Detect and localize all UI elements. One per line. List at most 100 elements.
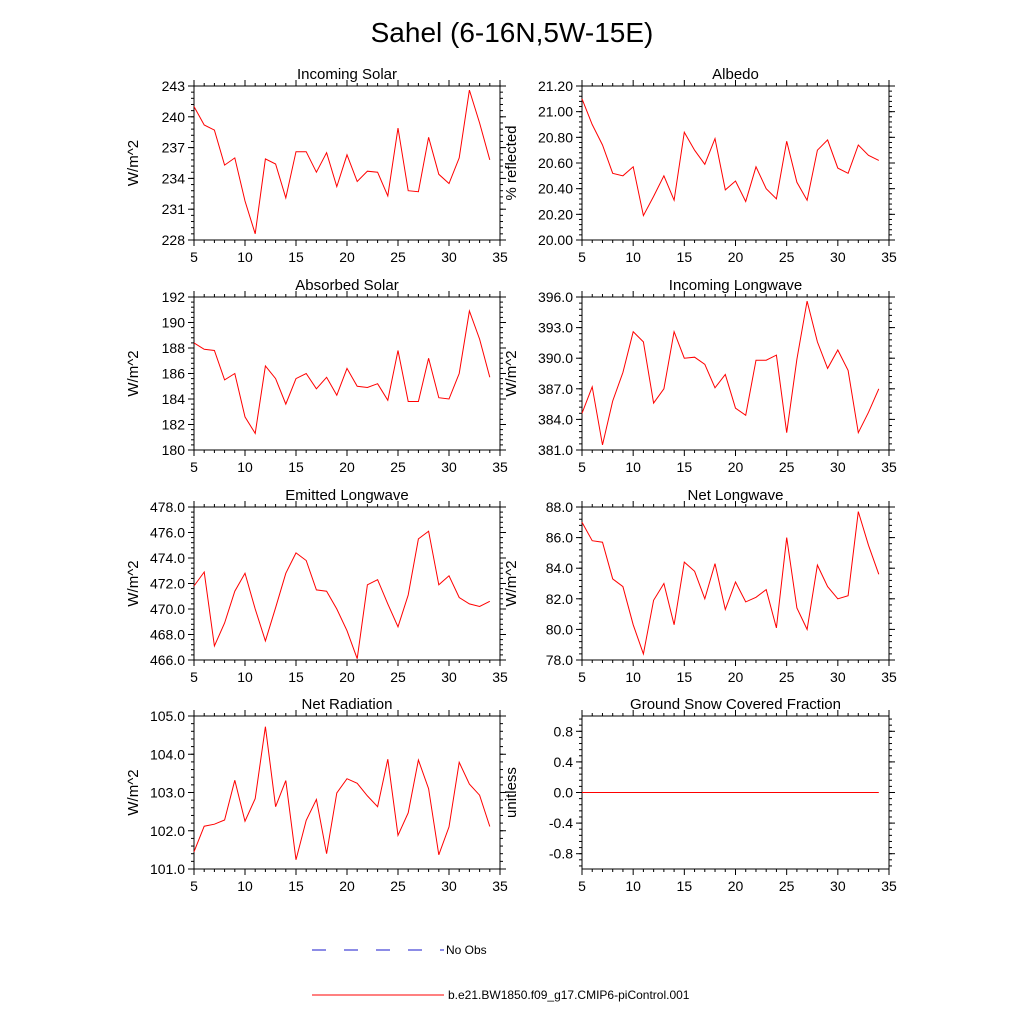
y-axis-label: % reflected	[503, 125, 520, 200]
plot-frame	[193, 296, 501, 451]
y-tick-label: 21.00	[538, 104, 573, 120]
y-axis-label: W/m^2	[503, 350, 520, 396]
y-axis-label: W/m^2	[125, 350, 142, 396]
x-tick-label: 35	[881, 249, 897, 265]
y-tick-label: 237	[162, 140, 186, 156]
y-tick-label: 228	[162, 232, 186, 248]
plot-frame	[193, 506, 501, 661]
panel-8: Ground Snow Covered Fraction 5 10 15 20 25 30 3…	[503, 696, 897, 894]
y-tick-label: 21.20	[538, 78, 573, 94]
x-tick-label: 5	[190, 249, 198, 265]
y-tick-label: 101.0	[150, 861, 185, 877]
x-tick-label: 25	[779, 459, 795, 475]
panel-title: Incoming Longwave	[669, 277, 802, 294]
legend-obs-label: No Obs	[446, 943, 487, 957]
x-tick-label: 10	[237, 878, 253, 894]
x-tick-label: 35	[492, 459, 508, 475]
panel-title: Emitted Longwave	[285, 487, 408, 504]
x-tick-label: 10	[625, 669, 641, 685]
y-tick-label: 231	[162, 201, 186, 217]
x-tick-label: 15	[677, 249, 693, 265]
panel-6: Net Longwave 5 10 15 20 25 30 35 78.0 80.0 82.0 84.…	[503, 487, 897, 685]
x-tick-label: 30	[441, 669, 457, 685]
panel-title: Absorbed Solar	[295, 277, 398, 294]
x-tick-label: 20	[728, 459, 744, 475]
x-tick-label: 25	[390, 249, 406, 265]
y-tick-label: 381.0	[538, 442, 573, 458]
series-line	[581, 300, 880, 446]
y-tick-label: 20.20	[538, 206, 573, 222]
y-tick-label: 234	[162, 170, 186, 186]
y-tick-label: 184	[162, 391, 186, 407]
x-tick-label: 30	[441, 878, 457, 894]
x-tick-label: 5	[578, 459, 586, 475]
x-tick-label: 15	[288, 249, 304, 265]
y-tick-label: -0.8	[549, 846, 573, 862]
y-tick-label: 387.0	[538, 381, 573, 397]
x-tick-label: 5	[190, 459, 198, 475]
panel-grid: Incoming Solar 5 10 15 20 25 30 35 228 231 234 237 2…	[125, 66, 897, 894]
x-tick-label: 20	[339, 878, 355, 894]
legend: No Obs b.e21.BW1850.f09_g17.CMIP6-piCont…	[312, 943, 690, 1002]
y-tick-label: 243	[162, 78, 186, 94]
x-tick-label: 25	[779, 669, 795, 685]
series-line	[581, 98, 880, 218]
y-tick-label: 476.0	[150, 525, 185, 541]
y-tick-label: 390.0	[538, 350, 573, 366]
panel-4: Incoming Longwave 5 10 15 20 25 30 35 381.0 384.0…	[503, 277, 897, 475]
y-tick-label: 86.0	[546, 530, 573, 546]
series-line	[193, 309, 491, 435]
x-tick-label: 5	[190, 878, 198, 894]
x-tick-label: 10	[237, 669, 253, 685]
x-tick-label: 15	[288, 878, 304, 894]
y-tick-label: 188	[162, 340, 186, 356]
y-tick-label: 240	[162, 109, 186, 125]
y-tick-label: 192	[162, 289, 186, 305]
x-tick-label: 20	[339, 669, 355, 685]
x-tick-label: 5	[190, 669, 198, 685]
x-tick-label: 35	[881, 878, 897, 894]
x-tick-label: 10	[625, 249, 641, 265]
plot-frame	[581, 506, 890, 661]
x-tick-label: 30	[441, 249, 457, 265]
x-tick-label: 20	[339, 249, 355, 265]
y-tick-label: 190	[162, 315, 186, 331]
x-tick-label: 5	[578, 249, 586, 265]
x-tick-label: 20	[339, 459, 355, 475]
x-tick-label: 30	[441, 459, 457, 475]
panel-7: Net Radiation 5 10 15 20 25 30 35 101.0 102.0 103.…	[125, 696, 508, 894]
panel-2: Albedo 5 10 15 20 25 30 35 20.00 20.20 20.40 20.60 2…	[503, 66, 897, 265]
x-tick-label: 35	[881, 459, 897, 475]
y-tick-label: 105.0	[150, 708, 185, 724]
y-tick-label: 478.0	[150, 499, 185, 515]
y-tick-label: 84.0	[546, 560, 573, 576]
y-tick-label: 20.40	[538, 181, 573, 197]
y-axis-label: W/m^2	[503, 560, 520, 606]
panel-title: Incoming Solar	[297, 66, 397, 83]
y-tick-label: 0.4	[554, 754, 574, 770]
x-tick-label: 35	[492, 669, 508, 685]
x-tick-label: 25	[390, 459, 406, 475]
x-tick-label: 25	[779, 878, 795, 894]
y-tick-label: 88.0	[546, 499, 573, 515]
y-tick-label: 472.0	[150, 576, 185, 592]
x-tick-label: 35	[881, 669, 897, 685]
y-tick-label: 82.0	[546, 591, 573, 607]
y-tick-label: 396.0	[538, 289, 573, 305]
x-tick-label: 30	[830, 249, 846, 265]
y-tick-label: 0.8	[554, 723, 574, 739]
x-tick-label: 15	[288, 669, 304, 685]
panel-3: Absorbed Solar 5 10 15 20 25 30 35 180 182 184 186 1…	[125, 277, 508, 475]
y-tick-label: 180	[162, 442, 186, 458]
x-tick-label: 30	[830, 878, 846, 894]
x-tick-label: 35	[492, 878, 508, 894]
x-tick-label: 35	[492, 249, 508, 265]
plot-frame	[581, 85, 890, 241]
y-tick-label: 468.0	[150, 627, 185, 643]
x-tick-label: 25	[390, 669, 406, 685]
y-axis-label: unitless	[503, 767, 520, 818]
panel-title: Ground Snow Covered Fraction	[630, 696, 841, 713]
panel-title: Net Longwave	[688, 487, 784, 504]
y-axis-label: W/m^2	[125, 140, 142, 186]
x-tick-label: 10	[237, 459, 253, 475]
